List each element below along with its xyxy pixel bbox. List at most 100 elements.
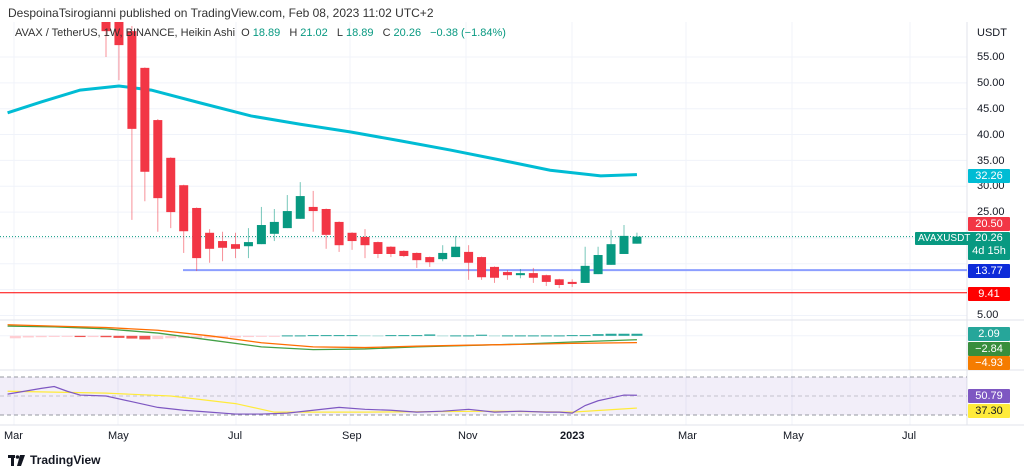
macd-histogram-bar xyxy=(204,335,216,338)
macd-histogram-bar xyxy=(100,335,112,338)
macd-histogram-bar xyxy=(631,333,643,336)
rsi-line xyxy=(7,385,637,415)
macd-histogram-bar xyxy=(320,335,332,337)
macd-histogram-tag: 2.09 xyxy=(968,327,1010,341)
moving-average-line xyxy=(7,84,638,178)
time-label: Mar xyxy=(4,430,23,442)
candle-body xyxy=(360,236,370,246)
low-label: L xyxy=(336,27,343,39)
time-label: May xyxy=(783,430,804,442)
macd-histogram-bar xyxy=(217,335,229,338)
macd-histogram-bar xyxy=(398,335,410,337)
rsi-tag: 50.79 xyxy=(968,389,1010,403)
macd-histogram-bar xyxy=(268,335,280,337)
candle-body xyxy=(386,246,396,254)
publish-info: DespoinaTsirogianni published on Trading… xyxy=(8,6,434,20)
time-label: May xyxy=(108,430,129,442)
macd-histogram-bar xyxy=(152,335,164,340)
price-tick: 50.00 xyxy=(977,77,1005,89)
candle-body xyxy=(179,185,189,232)
price-tick: 5.00 xyxy=(977,309,999,321)
macd-histogram-bar xyxy=(463,335,475,337)
candle-body xyxy=(347,232,357,242)
signal-line xyxy=(7,324,637,349)
price-tick: 25.00 xyxy=(977,206,1005,218)
symbol-legend: AVAX / TetherUS, 1W, BINANCE, Heikin Ash… xyxy=(15,27,509,39)
macd-histogram-bar xyxy=(35,335,47,338)
macd-histogram-bar xyxy=(126,335,138,339)
macd-histogram-bar xyxy=(437,335,449,337)
macd-histogram-bar xyxy=(540,335,552,337)
macd-histogram-bar xyxy=(514,335,526,337)
macd-histogram-bar xyxy=(307,335,319,337)
high-value: 21.02 xyxy=(300,27,328,39)
candle-body xyxy=(425,257,435,263)
candle-body xyxy=(567,281,577,284)
macd-histogram-bar xyxy=(281,335,293,337)
candle-body xyxy=(192,207,202,259)
candle-body xyxy=(218,241,228,248)
change-value: −0.38 (−1.84%) xyxy=(430,27,506,39)
macd-histogram-bar xyxy=(476,334,488,336)
macd-histogram-bar xyxy=(527,335,539,337)
resistance-price-tag: 20.50 xyxy=(968,217,1010,231)
candle-body xyxy=(243,242,253,247)
macd-tag: −2.84 xyxy=(968,342,1010,356)
open-value: 18.89 xyxy=(252,27,281,39)
support-price-tag: 13.77 xyxy=(968,264,1010,278)
macd-histogram-bar xyxy=(48,335,60,337)
low-value: 18.89 xyxy=(345,27,374,39)
symbol-name[interactable]: AVAX / TetherUS, 1W, BINANCE, Heikin Ash… xyxy=(15,27,236,39)
time-label: Jul xyxy=(902,430,917,442)
candle-body xyxy=(619,235,629,254)
time-label: Sep xyxy=(342,430,362,442)
macd-histogram-bar xyxy=(424,334,436,336)
ma-price-tag: 32.26 xyxy=(968,169,1010,183)
macd-histogram-bar xyxy=(165,335,177,339)
low-line-price-tag: 9.41 xyxy=(968,287,1010,301)
candle-body xyxy=(282,211,292,229)
candle-body xyxy=(490,266,499,278)
time-label: Mar xyxy=(678,430,697,442)
candle-body xyxy=(127,31,137,129)
main-pane xyxy=(0,22,967,294)
time-label: 2023 xyxy=(560,430,585,442)
tradingview-logo[interactable]: TradingView xyxy=(8,453,100,467)
candle-body xyxy=(541,275,551,282)
macd-histogram-bar xyxy=(605,333,617,336)
candle-body xyxy=(231,244,240,249)
close-label: C xyxy=(382,27,391,39)
candle-body xyxy=(528,273,538,278)
high-label: H xyxy=(289,27,298,39)
macd-histogram-bar xyxy=(9,335,21,339)
macd-histogram-bar xyxy=(553,335,565,337)
macd-histogram-bar xyxy=(489,335,500,337)
macd-histogram-bar xyxy=(113,335,125,338)
price-tick: 40.00 xyxy=(977,129,1005,141)
candle-body xyxy=(477,257,487,278)
candle-body xyxy=(593,255,603,275)
time-label: Jul xyxy=(228,430,243,442)
candle-body xyxy=(205,232,215,249)
candle-body xyxy=(334,221,344,246)
candle-body xyxy=(632,236,642,244)
symbol-tag: AVAXUSDT xyxy=(915,232,974,245)
macd-histogram-bar xyxy=(294,335,306,337)
macd-histogram-bar xyxy=(579,335,591,337)
brand-name: TradingView xyxy=(30,453,101,467)
candle-body xyxy=(515,273,525,276)
macd-histogram-bar xyxy=(359,335,371,337)
macd-histogram-bar xyxy=(372,335,384,337)
close-value: 20.26 xyxy=(393,27,422,39)
open-label: O xyxy=(241,27,250,39)
price-tick: 30.00 xyxy=(977,180,1005,192)
candle-body xyxy=(464,251,474,263)
macd-histogram-bar xyxy=(450,335,462,337)
candle-body xyxy=(256,225,266,245)
currency-label: USDT xyxy=(977,27,1007,39)
price-tick: 45.00 xyxy=(977,103,1005,115)
macd-histogram-bar xyxy=(87,335,99,338)
last-price: 20.26 xyxy=(975,232,1003,244)
price-tick: 55.00 xyxy=(977,51,1005,63)
